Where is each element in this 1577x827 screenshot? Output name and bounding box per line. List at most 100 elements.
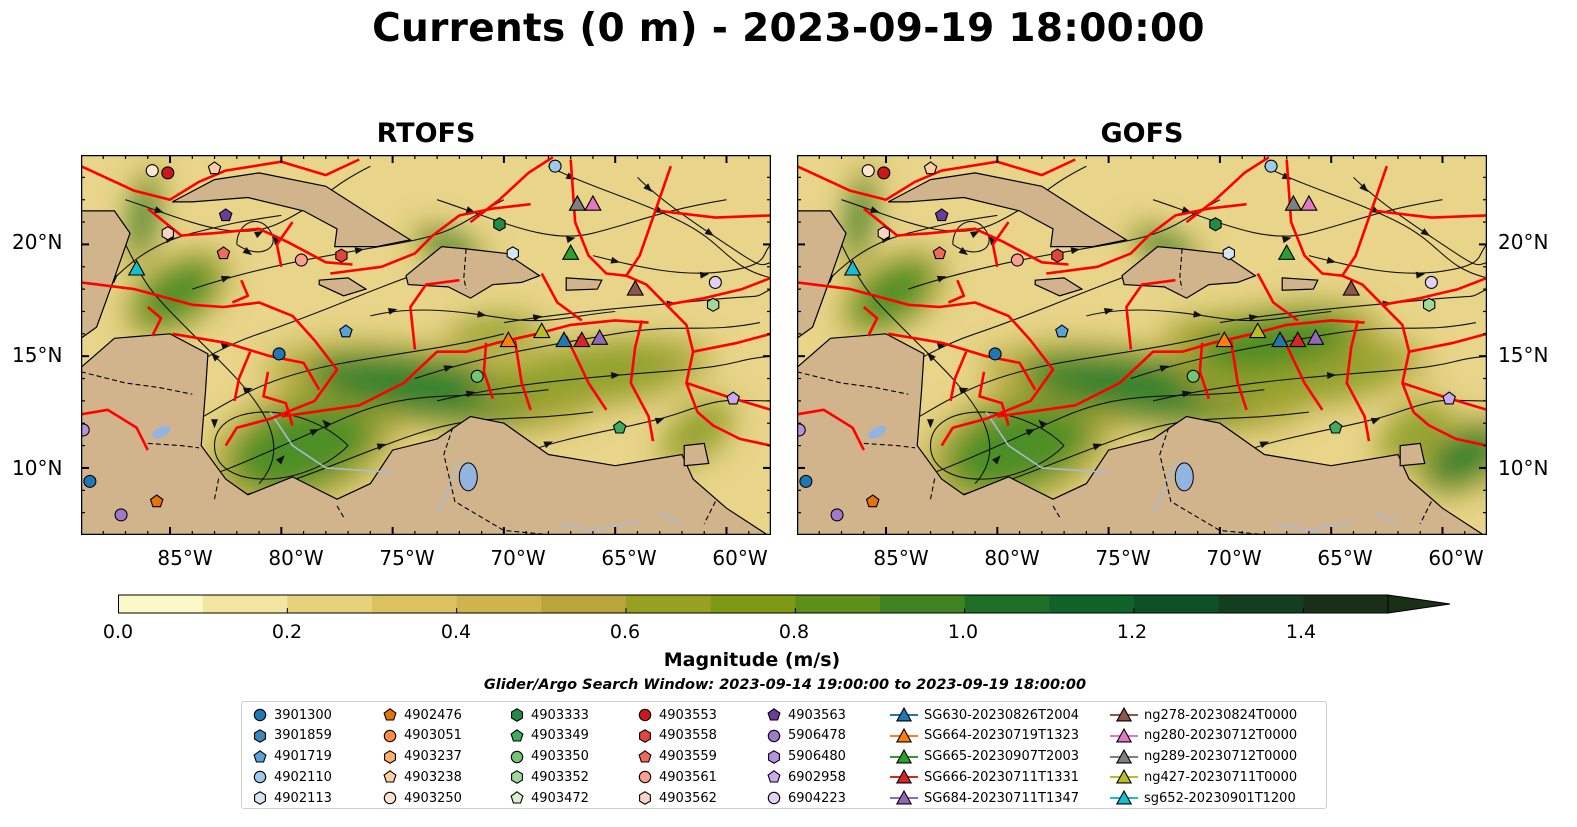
legend-pentagon-marker xyxy=(767,708,781,721)
argo-float-marker[interactable] xyxy=(1442,391,1456,405)
glider-marker[interactable] xyxy=(1300,194,1318,211)
glider-marker[interactable] xyxy=(843,259,862,276)
glider-marker[interactable] xyxy=(1271,331,1289,348)
argo-float-marker[interactable] xyxy=(114,508,128,522)
legend-argo-symbol xyxy=(383,708,397,721)
legend-argo-symbol xyxy=(510,728,524,742)
legend-item: sg652-20230901T1200 xyxy=(1110,788,1296,808)
country-border xyxy=(797,371,909,395)
glider-marker[interactable] xyxy=(127,259,146,276)
glider-marker[interactable] xyxy=(584,194,602,211)
colorbar-segment xyxy=(118,595,204,613)
colorbar-segment xyxy=(710,595,796,613)
argo-float-marker[interactable] xyxy=(149,494,164,508)
argo-float-marker[interactable] xyxy=(932,246,947,260)
streamline-arrow xyxy=(969,230,980,239)
argo-float-marker[interactable] xyxy=(83,474,97,488)
glider-marker[interactable] xyxy=(499,331,518,348)
current-speed-core xyxy=(845,180,873,256)
streamline-arrow xyxy=(543,441,554,449)
argo-float-marker[interactable] xyxy=(1264,159,1278,173)
argo-float-marker[interactable] xyxy=(161,166,175,180)
glider-marker[interactable] xyxy=(1342,279,1361,296)
argo-float-marker[interactable] xyxy=(612,420,627,434)
argo-float-marker[interactable] xyxy=(272,347,286,361)
argo-float-marker[interactable] xyxy=(216,246,231,260)
argo-float-marker[interactable] xyxy=(548,159,562,173)
argo-float-marker[interactable] xyxy=(218,208,233,222)
streamline-arrow xyxy=(354,247,365,255)
glider-marker[interactable] xyxy=(1284,194,1303,211)
glider-marker[interactable] xyxy=(1306,328,1325,345)
legend-argo-symbol xyxy=(253,708,267,722)
argo-float-marker[interactable] xyxy=(339,324,353,338)
rtofs-current-map[interactable] xyxy=(81,155,771,535)
lat-label-10n-right: 10°N xyxy=(1498,456,1549,480)
argo-float-marker[interactable] xyxy=(506,246,519,261)
argo-float-marker[interactable] xyxy=(706,297,720,312)
lon-label-65w-left: 65°W xyxy=(601,546,657,570)
streamline-arrow xyxy=(273,235,281,246)
argo-float-marker[interactable] xyxy=(1055,324,1069,338)
argo-float-marker[interactable] xyxy=(830,508,844,522)
argo-float-marker[interactable] xyxy=(923,161,938,175)
eez-boundary xyxy=(172,332,321,391)
streamline-arrow xyxy=(387,307,398,315)
legend-item: 4903563 xyxy=(766,705,846,725)
legend-item: SG684-20230711T1347 xyxy=(890,788,1079,808)
argo-float-marker[interactable] xyxy=(81,423,90,437)
glider-marker[interactable] xyxy=(590,328,609,345)
legend-circle-marker xyxy=(253,771,267,784)
argo-float-marker[interactable] xyxy=(877,166,891,180)
glider-marker[interactable] xyxy=(572,331,591,348)
argo-float-marker[interactable] xyxy=(934,208,949,222)
glider-marker[interactable] xyxy=(626,279,645,296)
legend-label: 4903562 xyxy=(659,790,717,806)
glider-marker[interactable] xyxy=(568,194,587,211)
argo-float-marker[interactable] xyxy=(294,253,308,267)
argo-float-marker[interactable] xyxy=(493,217,506,232)
glider-marker[interactable] xyxy=(555,331,573,348)
streamline xyxy=(637,177,771,266)
glider-marker[interactable] xyxy=(1277,243,1296,260)
glider-marker[interactable] xyxy=(561,243,580,260)
argo-float-marker[interactable] xyxy=(335,248,348,263)
argo-float-marker[interactable] xyxy=(726,391,740,405)
legend-hexagon-marker xyxy=(254,728,266,743)
argo-float-marker[interactable] xyxy=(1186,369,1200,383)
argo-float-marker[interactable] xyxy=(470,369,484,383)
legend-label: 4903553 xyxy=(659,707,717,723)
legend-circle-marker xyxy=(767,791,781,805)
glider-marker[interactable] xyxy=(1288,331,1307,348)
argo-float-marker[interactable] xyxy=(877,226,890,241)
argo-float-marker[interactable] xyxy=(708,275,722,289)
argo-float-marker[interactable] xyxy=(1422,297,1436,312)
argo-float-marker[interactable] xyxy=(161,226,174,241)
land-mass xyxy=(405,245,541,299)
glider-marker[interactable] xyxy=(532,322,551,339)
eez-boundary xyxy=(1125,278,1176,350)
argo-float-marker[interactable] xyxy=(861,164,875,178)
argo-float-marker[interactable] xyxy=(1209,217,1222,232)
argo-float-marker[interactable] xyxy=(799,474,813,488)
legend-item: SG664-20230719T1323 xyxy=(890,726,1079,746)
gofs-current-map[interactable] xyxy=(797,155,1487,535)
argo-float-marker[interactable] xyxy=(207,161,222,175)
colorbar-tick-1-2: 1.2 xyxy=(1116,621,1148,643)
colorbar-tick-0-6: 0.6 xyxy=(609,621,641,643)
legend-pentagon-marker xyxy=(383,708,397,721)
argo-float-marker[interactable] xyxy=(1328,420,1343,434)
argo-float-marker[interactable] xyxy=(988,347,1002,361)
lake-maracaibo xyxy=(1174,462,1194,492)
argo-float-marker[interactable] xyxy=(865,494,880,508)
glider-marker[interactable] xyxy=(1248,322,1267,339)
argo-float-marker[interactable] xyxy=(1051,248,1064,263)
glider-marker[interactable] xyxy=(1215,331,1234,348)
argo-float-marker[interactable] xyxy=(145,164,159,178)
legend-item: 4903237 xyxy=(382,747,462,767)
argo-float-marker[interactable] xyxy=(1222,246,1235,261)
argo-float-marker[interactable] xyxy=(797,423,806,437)
legend-glider-triangle xyxy=(895,748,913,764)
argo-float-marker[interactable] xyxy=(1010,253,1024,267)
argo-float-marker[interactable] xyxy=(1424,275,1438,289)
